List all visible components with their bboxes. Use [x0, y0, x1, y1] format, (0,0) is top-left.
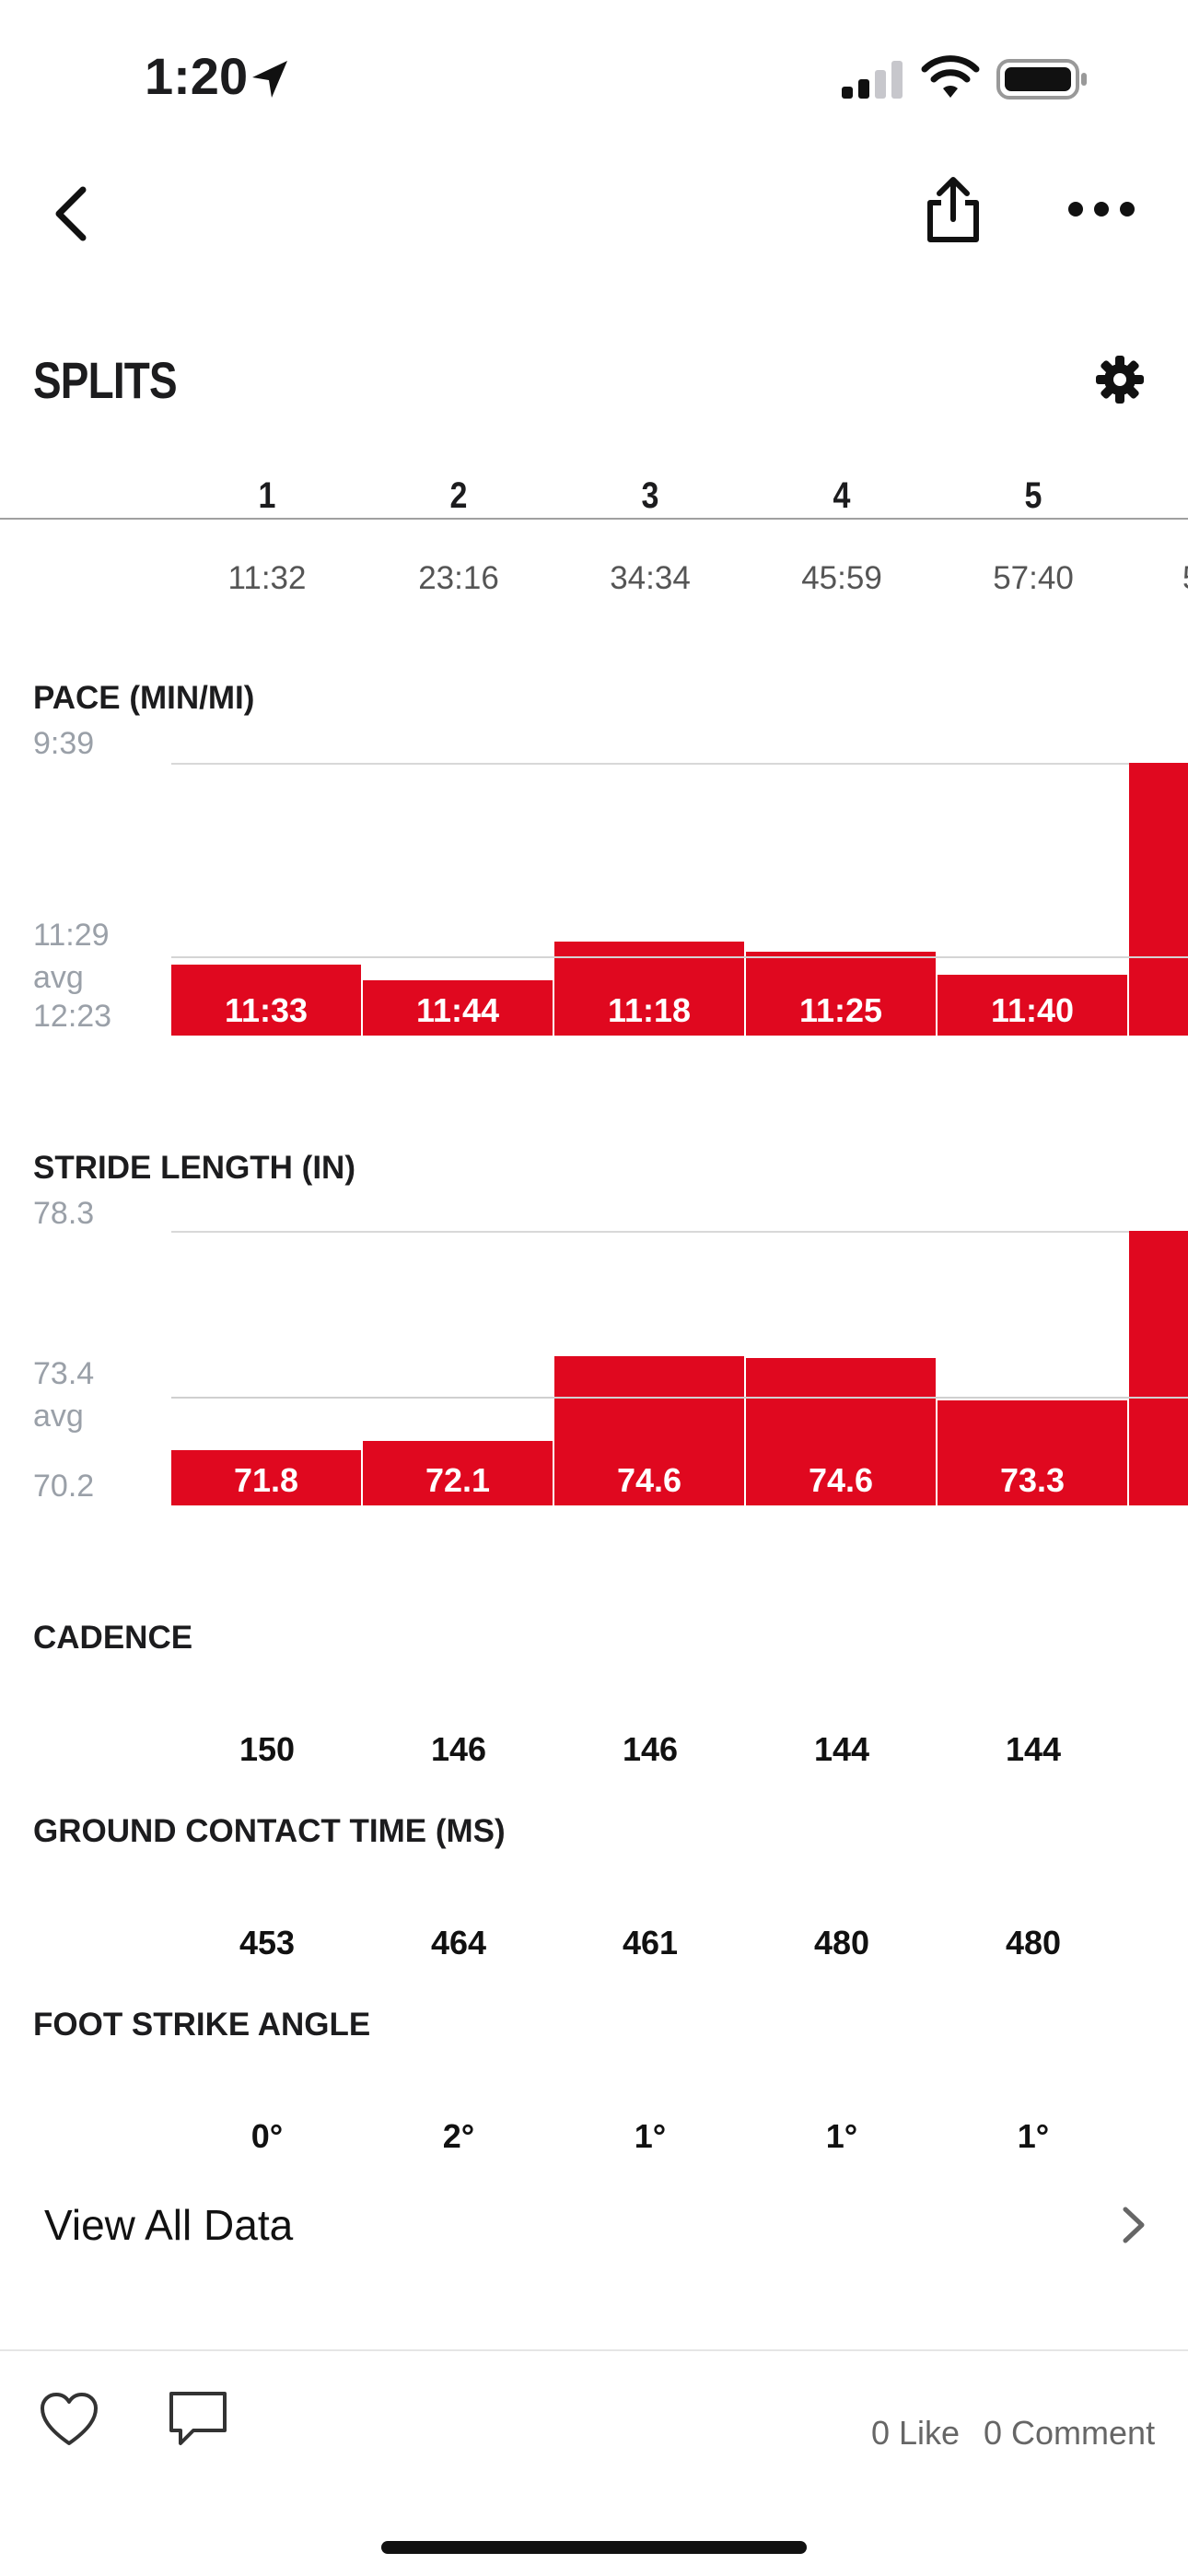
stride-axis-avg: 73.4	[33, 1356, 95, 1391]
split-time-4: 45:59	[801, 560, 882, 596]
pace-bar-2-label: 11:44	[415, 991, 500, 1029]
stride-axis-top: 78.3	[33, 1196, 95, 1231]
pace-avg-line-overlay	[171, 956, 1188, 958]
stride-avg-line	[171, 1397, 1188, 1399]
stride-axis-bottom: 70.2	[33, 1469, 95, 1504]
page-title: SPLITS	[33, 351, 178, 409]
like-count[interactable]: 0 Like	[871, 2414, 961, 2452]
fsa-value-1: 0°	[250, 2117, 284, 2155]
stride-bar-4-label: 74.6	[808, 1461, 874, 1499]
gct-value-1: 453	[239, 1924, 296, 1961]
pace-axis-avg: 11:29	[33, 918, 110, 953]
pace-chart-title: PACE (MIN/MI)	[33, 680, 255, 716]
stride-bar-6-partial	[1129, 1231, 1188, 1505]
cadence-value-1: 150	[239, 1730, 296, 1768]
pace-top-gridline	[171, 763, 1188, 765]
pace-bar-1: 11:33	[171, 965, 361, 1036]
stride-bar-5-label: 73.3	[999, 1461, 1066, 1499]
stride-bar-2: 72.1	[363, 1441, 553, 1505]
split-time-2: 23:16	[418, 560, 499, 596]
settings-gear-icon[interactable]	[1094, 354, 1146, 405]
stride-bar-2-label: 72.1	[425, 1461, 491, 1499]
stride-bar-1-label: 71.8	[233, 1461, 299, 1499]
split-number-2: 2	[449, 475, 468, 516]
stride-top-gridline	[171, 1231, 1188, 1233]
pace-bar-2: 11:44	[363, 980, 553, 1036]
location-arrow-icon	[252, 61, 287, 98]
stride-bar-4: 74.6	[746, 1358, 936, 1505]
gct-value-2: 464	[430, 1924, 487, 1961]
stride-bar-3-label: 74.6	[616, 1461, 682, 1499]
pace-bar-4-label: 11:25	[798, 991, 883, 1029]
split-time-1: 11:32	[227, 560, 307, 596]
split-time-3: 34:34	[610, 560, 691, 596]
splits-header-divider	[0, 518, 1188, 520]
gct-value-3: 461	[622, 1924, 679, 1961]
stride-bar-1: 71.8	[171, 1450, 361, 1505]
pace-bar-5-label: 11:40	[990, 991, 1075, 1029]
split-number-5: 5	[1024, 475, 1042, 516]
fsa-value-5: 1°	[1017, 2117, 1050, 2155]
pace-axis-bottom: 12:23	[33, 999, 112, 1034]
cadence-value-4: 144	[813, 1730, 870, 1768]
stride-bar-3: 74.6	[554, 1356, 744, 1505]
cadence-value-3: 146	[622, 1730, 679, 1768]
status-time: 1:20	[145, 47, 249, 105]
footer-divider	[0, 2349, 1188, 2351]
heart-like-icon[interactable]	[39, 2392, 99, 2447]
gct-value-4: 480	[813, 1924, 870, 1961]
pace-bar-4: 11:25	[746, 952, 936, 1036]
stride-bar-5: 73.3	[938, 1400, 1127, 1505]
split-number-4: 4	[833, 475, 851, 516]
fsa-value-3: 1°	[634, 2117, 667, 2155]
fsa-title: FOOT STRIKE ANGLE	[33, 2007, 371, 2043]
pace-bar-6-partial	[1129, 763, 1188, 1036]
chevron-right-icon	[1123, 2207, 1145, 2243]
comment-count[interactable]: 0 Comment	[984, 2414, 1156, 2452]
split-number-1: 1	[258, 475, 276, 516]
fsa-value-2: 2°	[442, 2117, 475, 2155]
cellular-signal-icon	[842, 61, 903, 99]
view-all-data-row[interactable]: View All Data	[0, 2174, 1188, 2276]
view-all-data-label: View All Data	[44, 2201, 294, 2249]
battery-icon	[996, 59, 1087, 100]
cadence-title: CADENCE	[33, 1620, 193, 1656]
comment-icon[interactable]	[168, 2390, 228, 2449]
share-icon[interactable]	[921, 175, 985, 243]
cadence-value-5: 144	[1005, 1730, 1062, 1768]
more-options-icon[interactable]	[1066, 195, 1136, 223]
gct-title: GROUND CONTACT TIME (MS)	[33, 1813, 506, 1849]
pace-axis-top: 9:39	[33, 726, 95, 761]
home-indicator	[381, 2541, 807, 2554]
back-chevron-icon[interactable]	[48, 184, 94, 243]
split-time-5: 57:40	[993, 560, 1074, 596]
split-number-3: 3	[641, 475, 659, 516]
cadence-value-2: 146	[430, 1730, 487, 1768]
fsa-value-4: 1°	[825, 2117, 858, 2155]
gct-value-5: 480	[1005, 1924, 1062, 1961]
pace-bar-5: 11:40	[938, 975, 1127, 1036]
pace-bar-3-label: 11:18	[607, 991, 692, 1029]
pace-axis-avg-word: avg	[33, 960, 84, 995]
pace-bar-1-label: 11:33	[224, 991, 309, 1029]
split-time-6-partial: 5	[1142, 560, 1188, 597]
stride-axis-avg-word: avg	[33, 1399, 84, 1434]
wifi-icon	[921, 55, 980, 98]
stride-chart-title: STRIDE LENGTH (IN)	[33, 1150, 355, 1186]
